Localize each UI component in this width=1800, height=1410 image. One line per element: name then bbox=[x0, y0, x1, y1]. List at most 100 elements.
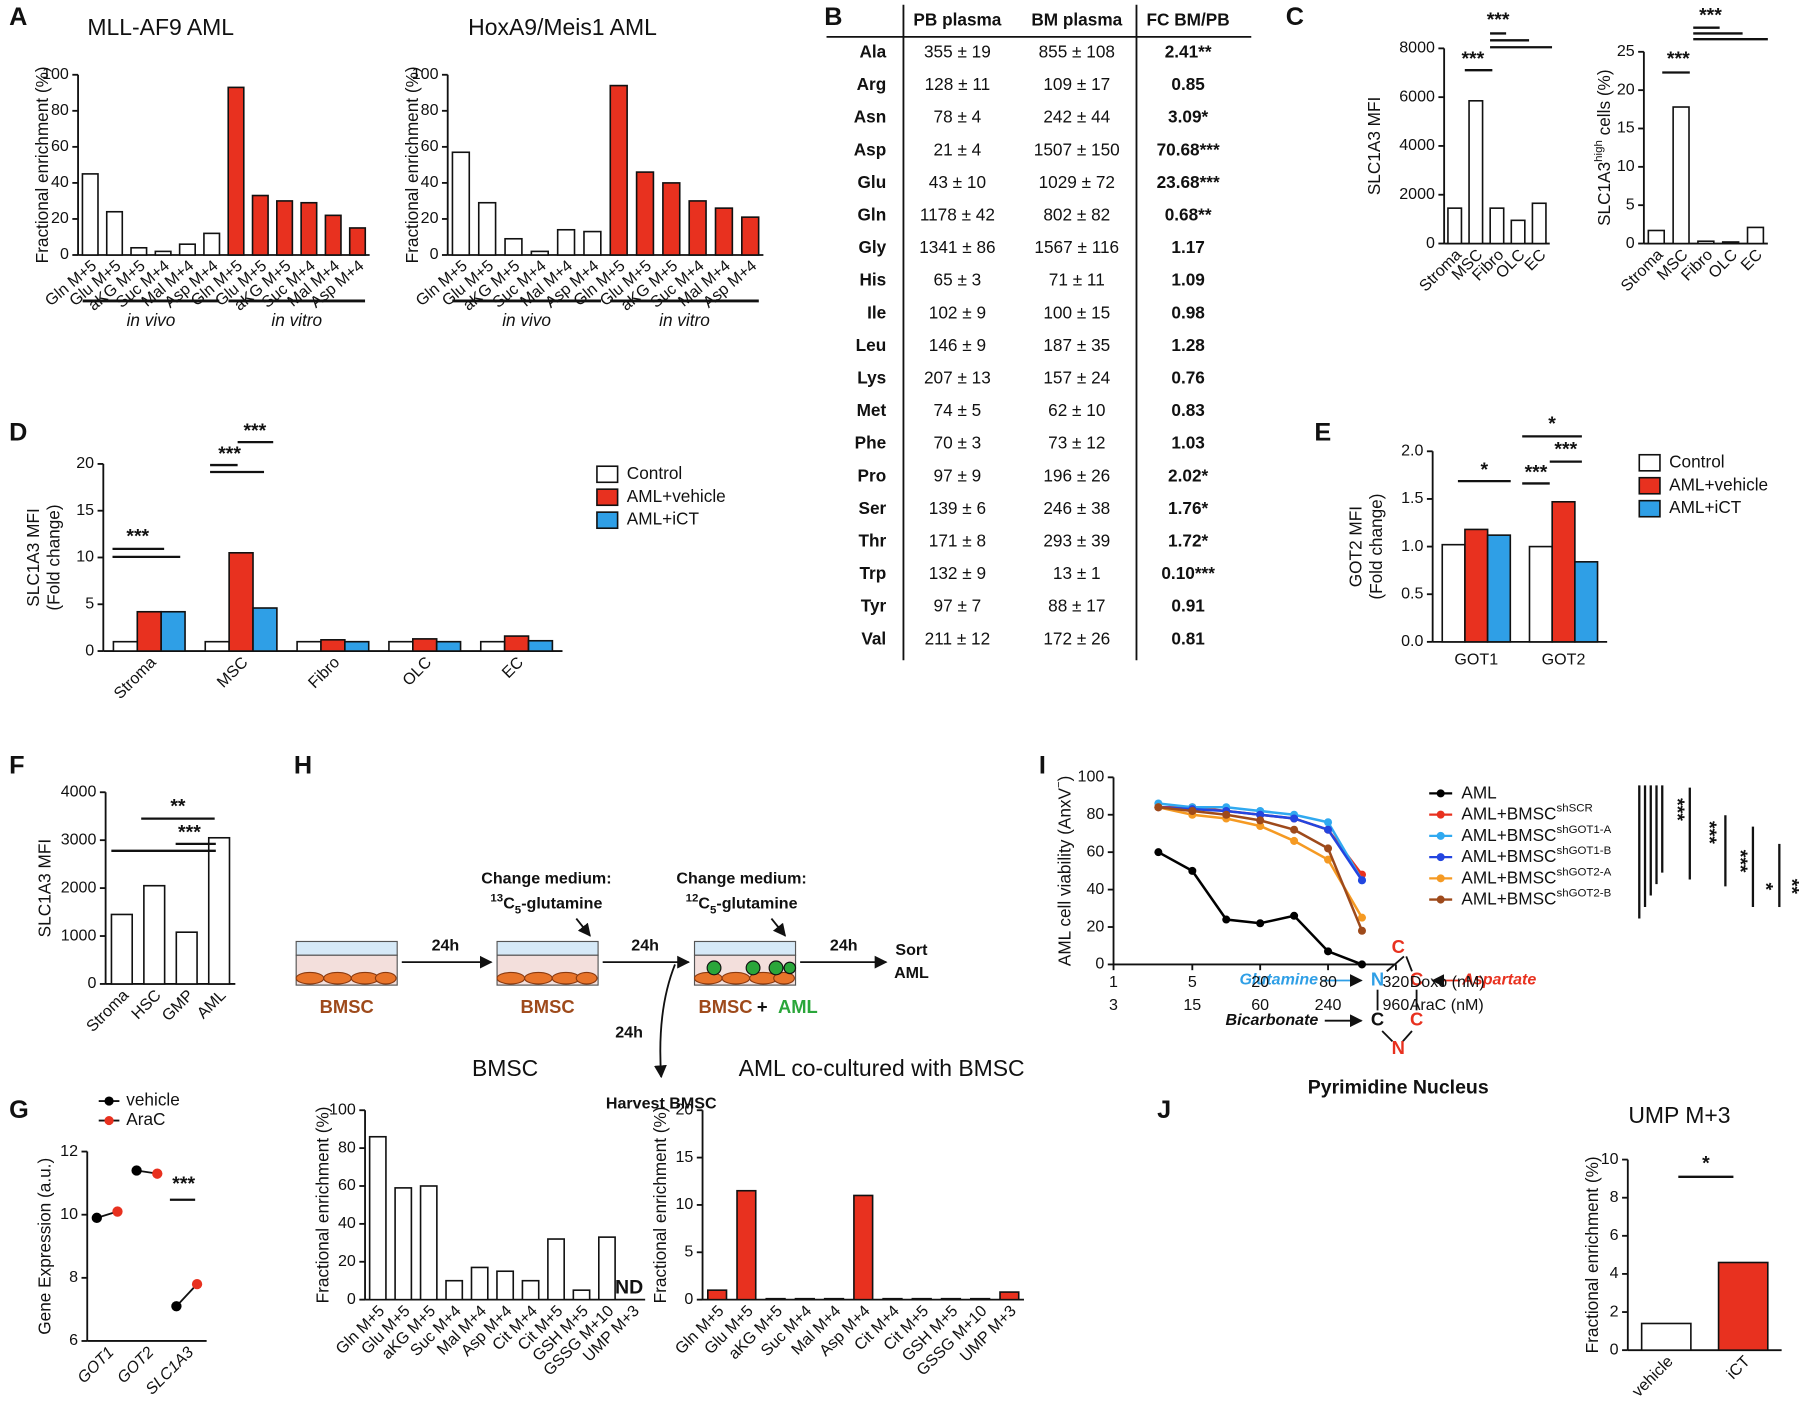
x-tick-label: EC bbox=[1521, 246, 1550, 275]
bar bbox=[300, 201, 318, 256]
substrate: Glutamine bbox=[1240, 971, 1319, 989]
legend-label: Control bbox=[1669, 451, 1724, 471]
step-heading: Change medium: bbox=[676, 870, 806, 888]
legend-sup: shSCR bbox=[1556, 803, 1592, 815]
table-cell: 1.03 bbox=[1171, 433, 1204, 453]
y-tick-label: 4000 bbox=[61, 782, 97, 800]
panel-letter: I bbox=[1039, 752, 1046, 780]
bar bbox=[1697, 240, 1715, 245]
table-cell: 0.76 bbox=[1171, 368, 1204, 388]
table-row-label: Pro bbox=[858, 465, 887, 485]
table-row-label: Leu bbox=[856, 335, 887, 355]
annotation: *** bbox=[1525, 461, 1548, 483]
legend-label: AraC bbox=[126, 1109, 165, 1129]
table-cell: 802 ± 82 bbox=[1043, 205, 1110, 225]
duration: 24h bbox=[615, 1024, 643, 1042]
y-tick-label: 1.5 bbox=[1401, 489, 1423, 507]
legend-name: AML+BMSC bbox=[1461, 867, 1556, 887]
table-cell: 102 ± 9 bbox=[929, 302, 986, 322]
point bbox=[1256, 810, 1265, 819]
table-cell: 3.09* bbox=[1168, 107, 1208, 127]
dot bbox=[191, 1278, 203, 1290]
point bbox=[1256, 821, 1265, 830]
y-tick-label: 10 bbox=[76, 548, 94, 566]
x-tick-label: 20 bbox=[1251, 973, 1269, 991]
y-tick-label: 6 bbox=[1610, 1226, 1619, 1244]
y-tick-label: 5 bbox=[85, 595, 94, 613]
group-label: in vivo bbox=[127, 310, 176, 330]
y-tick-label: 6000 bbox=[1399, 87, 1435, 105]
table-cell: 1029 ± 72 bbox=[1039, 172, 1115, 192]
bar bbox=[160, 610, 186, 652]
y-tick-label: 20 bbox=[51, 209, 69, 227]
bar bbox=[1489, 207, 1505, 245]
annotation: *** bbox=[1666, 798, 1688, 821]
table-row-label: Ile bbox=[867, 302, 886, 322]
table-cell: 0.81 bbox=[1171, 628, 1205, 648]
table-cell: 0.98 bbox=[1171, 302, 1205, 322]
table-row-label: Gln bbox=[858, 205, 887, 225]
legend-label: Control bbox=[627, 463, 682, 483]
bar bbox=[203, 232, 221, 256]
bar bbox=[1468, 100, 1484, 245]
legend-label: AML+vehicle bbox=[627, 486, 726, 506]
table-row-label: Met bbox=[857, 400, 887, 420]
table-cell: 0.68** bbox=[1165, 205, 1212, 225]
y-tick-label: 0 bbox=[1095, 955, 1104, 973]
y-tick-label: 0 bbox=[1426, 234, 1435, 252]
bar bbox=[1441, 543, 1466, 643]
table-cell: 62 ± 10 bbox=[1048, 400, 1105, 420]
bar bbox=[736, 1189, 757, 1301]
y-axis-label: SLC1A3 MFI bbox=[34, 839, 54, 937]
bar bbox=[583, 230, 602, 256]
plus: + bbox=[757, 996, 768, 1017]
legend-sup: shGOT2-B bbox=[1556, 888, 1611, 900]
cell bbox=[721, 971, 751, 985]
table-cell: 157 ± 24 bbox=[1043, 368, 1110, 388]
legend-name: AML+BMSC bbox=[1461, 888, 1556, 908]
medium bbox=[693, 940, 797, 956]
bar bbox=[504, 237, 523, 256]
annotation: * bbox=[1702, 1152, 1710, 1174]
y-tick-label: 8 bbox=[69, 1268, 78, 1286]
cell bbox=[575, 971, 598, 985]
point bbox=[1222, 915, 1231, 924]
bar bbox=[823, 1297, 845, 1301]
x-tick-label: HSC bbox=[128, 986, 165, 1023]
legend-dot bbox=[104, 1115, 114, 1126]
atom: N bbox=[1371, 968, 1384, 989]
bar bbox=[714, 207, 734, 256]
annotation: * bbox=[1754, 883, 1776, 891]
atom: C bbox=[1392, 936, 1405, 957]
y-tick-label: 60 bbox=[1086, 842, 1104, 860]
y-tick-label: 40 bbox=[1086, 880, 1104, 898]
x-tick-label: 320 bbox=[1383, 973, 1410, 991]
table-header: FC BM/PB bbox=[1147, 9, 1230, 29]
legend-label: AML+iCT bbox=[1669, 497, 1742, 517]
step-heading: Change medium: bbox=[481, 870, 611, 888]
bar bbox=[1464, 528, 1489, 643]
table-cell: 1.09 bbox=[1171, 270, 1204, 290]
annotation: *** bbox=[172, 1173, 195, 1195]
y-tick-label: 2000 bbox=[1399, 185, 1435, 203]
bar bbox=[130, 246, 148, 256]
bar bbox=[1672, 106, 1690, 245]
y-tick-label: 2000 bbox=[61, 878, 97, 896]
bar bbox=[662, 182, 681, 256]
legend-sup: shGOT2-A bbox=[1556, 866, 1611, 878]
y-tick-label: 40 bbox=[51, 173, 69, 191]
y-axis-label: Fractional enrichment (%) bbox=[1582, 1156, 1602, 1353]
well bbox=[496, 940, 599, 986]
legend-name: AML+BMSC bbox=[1461, 846, 1556, 866]
annotation: *** bbox=[1487, 9, 1510, 31]
point bbox=[1324, 855, 1333, 864]
bar bbox=[521, 1279, 540, 1301]
annotation: * bbox=[1481, 459, 1489, 481]
bar bbox=[635, 171, 655, 256]
point bbox=[1222, 810, 1231, 819]
arrow bbox=[575, 917, 591, 937]
atom: C bbox=[1371, 1009, 1384, 1030]
y-tick-label: 12 bbox=[60, 1142, 78, 1160]
duration: 24h bbox=[830, 936, 858, 954]
